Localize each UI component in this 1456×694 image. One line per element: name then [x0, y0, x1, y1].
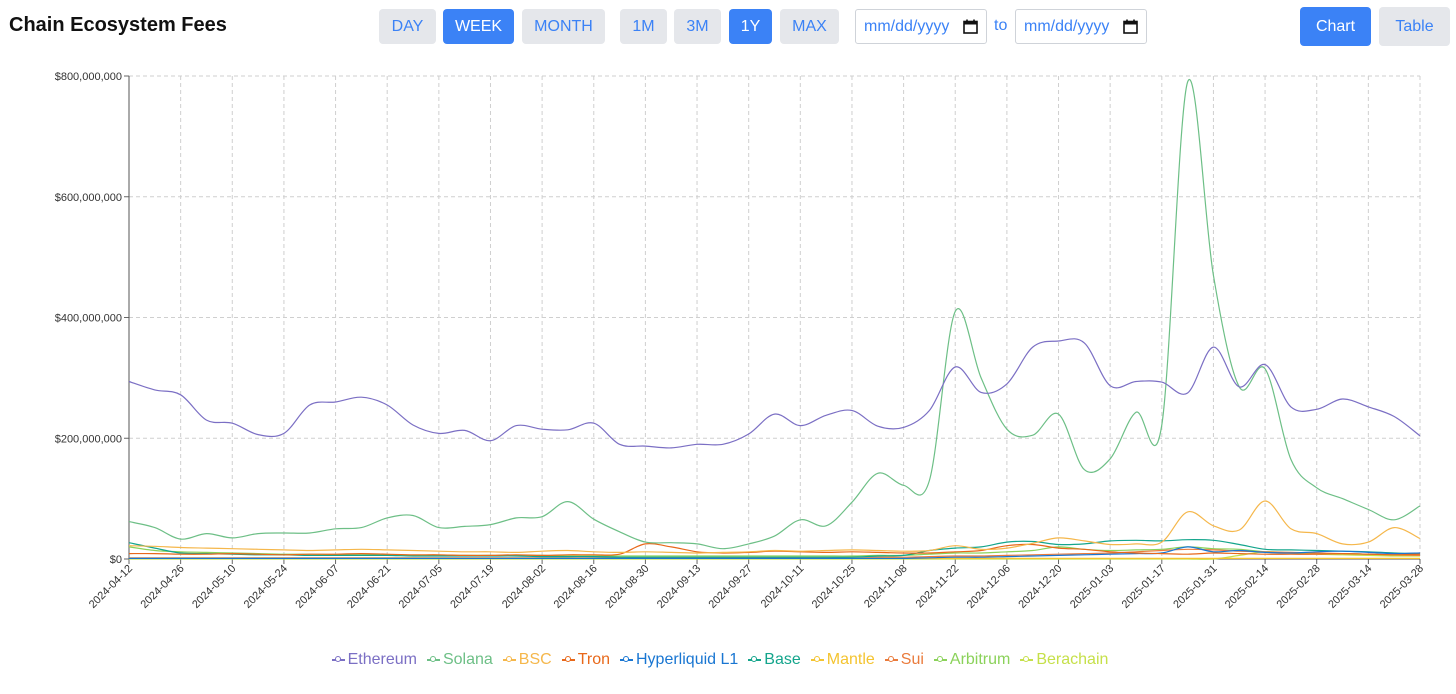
- y-tick-label: $800,000,000: [55, 71, 122, 83]
- x-tick-label: 2024-08-02: [500, 563, 548, 611]
- legend-label: Solana: [442, 651, 493, 668]
- legend-item-solana[interactable]: Solana: [426, 651, 493, 669]
- x-tick-label: 2024-04-26: [138, 563, 186, 611]
- x-tick-label: 2024-04-12: [87, 563, 135, 611]
- fees-line-chart: $0 $200,000,000 $400,000,000 $600,000,000 $8…: [55, 71, 1426, 611]
- date-to-placeholder: mm/dd/yyyy: [1024, 17, 1110, 35]
- x-tick-label: 2024-10-11: [759, 563, 807, 611]
- legend-marker-icon: [884, 655, 898, 665]
- legend-item-mantle[interactable]: Mantle: [810, 651, 875, 669]
- x-tick-label: 2024-09-27: [707, 563, 755, 611]
- legend-label: Base: [764, 651, 801, 668]
- x-tick-label: 2025-02-14: [1223, 563, 1271, 611]
- x-tick-label: 2024-09-13: [655, 563, 703, 611]
- x-tick-label: 2025-01-03: [1068, 563, 1116, 611]
- x-tick-label: 2024-12-20: [1016, 563, 1064, 611]
- date-from-field[interactable]: mm/dd/yyyy: [855, 9, 987, 44]
- legend-item-bsc[interactable]: BSC: [502, 651, 552, 669]
- legend-marker-icon: [502, 655, 516, 665]
- legend-item-ethereum[interactable]: Ethereum: [331, 651, 417, 669]
- interval-day-button[interactable]: DAY: [379, 9, 436, 44]
- legend-item-hyperliquid-l1[interactable]: Hyperliquid L1: [620, 651, 738, 669]
- legend-marker-icon: [748, 655, 762, 665]
- x-tick-label: 2024-08-16: [552, 563, 600, 611]
- x-tick-label: 2024-08-30: [603, 563, 651, 611]
- x-tick-label: 2025-03-14: [1326, 563, 1374, 611]
- x-tick-label: 2024-05-10: [190, 563, 238, 611]
- x-tick-label: 2024-11-08: [862, 563, 910, 611]
- legend-item-base[interactable]: Base: [748, 651, 801, 669]
- interval-month-button[interactable]: MONTH: [522, 9, 605, 44]
- range-1m-button[interactable]: 1M: [620, 9, 667, 44]
- series-line-ethereum: [128, 338, 1421, 449]
- range-3m-button[interactable]: 3M: [674, 9, 721, 44]
- legend-label: Arbitrum: [949, 651, 1011, 668]
- legend-marker-icon: [331, 655, 345, 665]
- legend-label: BSC: [518, 651, 552, 668]
- legend-item-tron[interactable]: Tron: [561, 651, 610, 669]
- x-tick-label: 2024-06-07: [293, 563, 341, 611]
- page-title: Chain Ecosystem Fees: [9, 14, 227, 36]
- x-tick-label: 2025-01-17: [1120, 563, 1168, 611]
- legend-label: Hyperliquid L1: [636, 651, 739, 668]
- legend-marker-icon: [810, 655, 824, 665]
- chart-view-button[interactable]: Chart: [1300, 7, 1371, 46]
- legend-item-arbitrum[interactable]: Arbitrum: [933, 651, 1011, 669]
- x-tick-label: 2025-01-31: [1171, 563, 1219, 611]
- legend-label: Mantle: [826, 651, 875, 668]
- y-tick-label: $0: [110, 554, 122, 566]
- y-tick-label: $400,000,000: [55, 313, 122, 325]
- series-line-hyperliquid-l1: [129, 546, 1421, 560]
- legend-marker-icon: [620, 655, 633, 665]
- legend-marker-icon: [933, 655, 947, 665]
- x-tick-label: 2024-07-19: [448, 563, 496, 611]
- legend-label: Tron: [577, 651, 610, 668]
- range-max-button[interactable]: MAX: [780, 9, 839, 44]
- interval-week-button[interactable]: WEEK: [443, 9, 514, 44]
- x-tick-label: 2024-07-05: [397, 563, 445, 611]
- x-tick-label: 2024-05-24: [242, 563, 290, 611]
- legend-label: Ethereum: [347, 651, 417, 668]
- legend-label: Berachain: [1036, 651, 1109, 668]
- x-tick-label: 2024-11-22: [914, 563, 962, 611]
- y-tick-label: $600,000,000: [55, 192, 122, 204]
- y-tick-label: $200,000,000: [55, 433, 122, 445]
- series-line-tron: [128, 543, 1421, 557]
- legend-marker-icon: [1020, 655, 1034, 665]
- range-1y-button[interactable]: 1Y: [729, 9, 772, 44]
- calendar-icon[interactable]: [1123, 19, 1138, 34]
- legend-label: Sui: [900, 651, 924, 668]
- legend-marker-icon: [561, 655, 575, 665]
- series-line-bsc: [128, 500, 1421, 554]
- series-line-solana: [128, 78, 1421, 550]
- calendar-icon[interactable]: [963, 19, 978, 34]
- legend-item-sui[interactable]: Sui: [884, 651, 924, 669]
- date-from-placeholder: mm/dd/yyyy: [864, 17, 950, 35]
- x-tick-label: 2025-03-28: [1378, 563, 1426, 611]
- x-tick-label: 2024-12-06: [965, 563, 1013, 611]
- legend-marker-icon: [426, 655, 440, 665]
- x-tick-label: 2024-10-25: [810, 563, 858, 611]
- date-to-field[interactable]: mm/dd/yyyy: [1015, 9, 1147, 44]
- legend-item-berachain[interactable]: Berachain: [1020, 651, 1108, 669]
- x-tick-label: 2025-02-28: [1275, 563, 1323, 611]
- series-line-base: [128, 539, 1421, 558]
- x-tick-label: 2024-06-21: [345, 563, 393, 611]
- table-view-button[interactable]: Table: [1379, 7, 1450, 46]
- chart-legend: Ethereum Solana BSC Tron Hyperliquid L1 Base M…: [0, 651, 1440, 669]
- date-range-to-label: to: [994, 17, 1008, 34]
